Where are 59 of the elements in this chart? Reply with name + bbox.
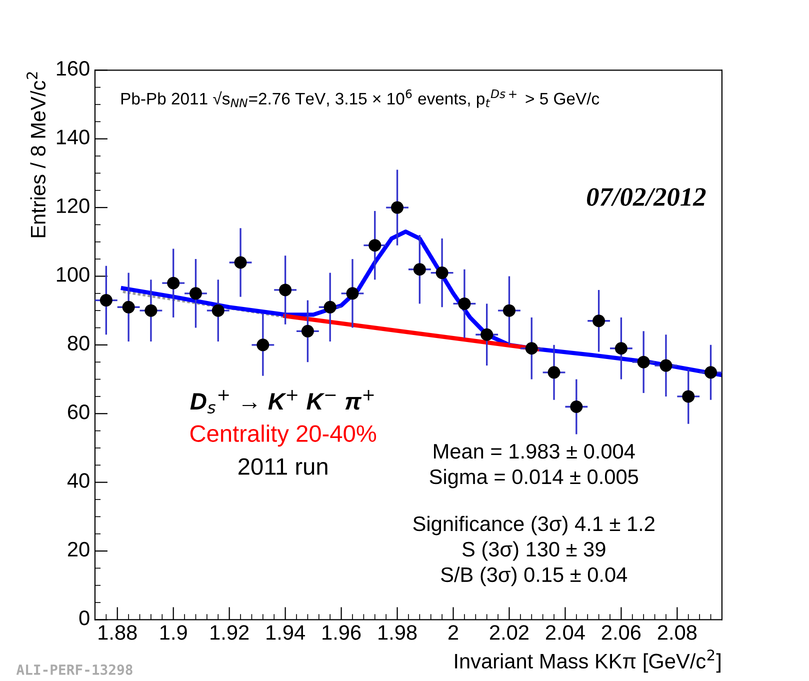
annotation: Significance (3σ) 4.1 ± 1.2 S (3σ) 130 ± 39 S/B (3σ) 0.15 ± 0.04 <box>413 516 654 586</box>
point <box>346 287 359 300</box>
x-tick-label: 2.02 <box>490 625 528 640</box>
point <box>391 201 404 214</box>
point <box>480 328 494 341</box>
y-tick-label: 20 <box>68 542 90 557</box>
x-tick-label: 1.96 <box>322 625 361 640</box>
point <box>436 266 448 280</box>
point <box>502 304 516 317</box>
y-tick-label: 100 <box>56 267 90 282</box>
annotation: Pb-Pb 2011 √s$_{NN}$=2.76 TeV, 3.15 × 10$^{6}$ events, p$_{t}$$^{Ds+}$ > 5 GeV/c <box>121 89 600 108</box>
point <box>525 342 538 355</box>
point <box>324 300 336 314</box>
y-axis-title: Entries / 8 MeV/c$^{2}$ <box>26 72 46 238</box>
x-tick-label: 2.08 <box>658 625 697 640</box>
x-tick-label: 2.04 <box>546 625 585 640</box>
point <box>144 304 158 317</box>
annotation: Centrality 20-40% <box>190 424 376 447</box>
point <box>592 314 606 328</box>
text: ALI-PERF-13298 <box>16 664 132 675</box>
y-tick-label: 0 <box>79 610 90 626</box>
annotation: 2011 run <box>238 458 328 475</box>
y-tick-label: 120 <box>56 198 90 214</box>
annotation: 07/02/2012 <box>586 188 706 206</box>
point <box>614 342 628 355</box>
line-series <box>120 229 722 378</box>
x-tick-label: 2.06 <box>602 625 641 640</box>
point <box>234 256 247 269</box>
x-tick-label: 1.88 <box>98 625 137 640</box>
point <box>548 366 560 379</box>
point <box>637 356 650 368</box>
text: D$_{s}$$^{+}$ → K$^{+}$ K$^{−}$ π$^{+}$ <box>190 390 374 414</box>
point <box>570 400 583 414</box>
point <box>279 284 292 296</box>
point <box>682 390 695 403</box>
point <box>301 324 314 338</box>
y-tick-label: 160 <box>56 60 90 76</box>
y-tick-label: 80 <box>68 336 90 351</box>
point <box>122 300 135 314</box>
point <box>212 304 224 317</box>
point <box>458 297 471 310</box>
point <box>413 263 426 276</box>
point <box>189 287 202 300</box>
x-tick-label: 1.94 <box>266 625 305 640</box>
point <box>368 239 382 252</box>
point <box>660 359 672 372</box>
annotation: Mean = 1.983 ± 0.004 Sigma = 0.014 ± 0.005 <box>430 444 638 488</box>
point <box>256 338 270 352</box>
point <box>100 294 112 307</box>
y-tick-label: 140 <box>56 130 90 144</box>
x-tick-label: 1.9 <box>160 625 187 640</box>
point <box>167 276 180 290</box>
x-tick-label: 1.92 <box>210 625 249 640</box>
point <box>704 366 718 379</box>
x-tick-label: 1.98 <box>378 625 417 640</box>
x-axis-title: Invariant Mass KKπ [GeV/c$^{2}$] <box>455 650 720 673</box>
y-tick-label: 40 <box>67 473 90 488</box>
y-tick-label: 60 <box>68 404 90 420</box>
x-tick-label: 2 <box>448 625 458 640</box>
